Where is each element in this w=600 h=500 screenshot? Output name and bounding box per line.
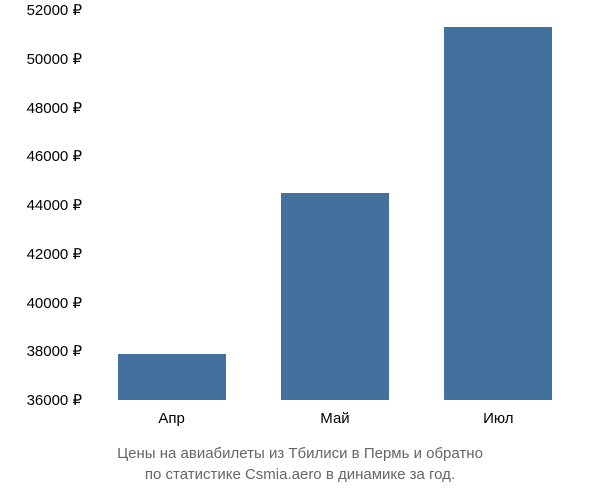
chart-plot: 36000 ₽38000 ₽40000 ₽42000 ₽44000 ₽46000… (90, 10, 580, 400)
bar (118, 354, 226, 400)
y-tick-label: 36000 ₽ (27, 391, 82, 409)
bar (281, 193, 389, 400)
y-tick-label: 40000 ₽ (27, 294, 82, 312)
y-tick-label: 42000 ₽ (27, 245, 82, 263)
bar (444, 27, 552, 400)
chart-plot-area: 36000 ₽38000 ₽40000 ₽42000 ₽44000 ₽46000… (90, 10, 580, 400)
y-tick-label: 44000 ₽ (27, 196, 82, 214)
caption-line-1: Цены на авиабилеты из Тбилиси в Пермь и … (117, 445, 483, 462)
y-tick-label: 46000 ₽ (27, 147, 82, 165)
y-tick-label: 38000 ₽ (27, 342, 82, 360)
y-tick-label: 50000 ₽ (27, 50, 82, 68)
caption-line-2: по статистике Csmia.aero в динамике за г… (145, 466, 455, 483)
y-tick-label: 52000 ₽ (27, 1, 82, 19)
x-tick-label: Май (320, 410, 349, 427)
x-tick-label: Июл (483, 410, 513, 427)
chart-container: 36000 ₽ 38000 ₽ 40000 ₽ 42000 ₽ 44000 ₽ 46000… (0, 0, 600, 500)
y-tick-label: 48000 ₽ (27, 99, 82, 117)
chart-caption: Цены на авиабилеты из Тбилиси в Пермь и … (0, 443, 600, 487)
x-tick-label: Апр (158, 410, 184, 427)
